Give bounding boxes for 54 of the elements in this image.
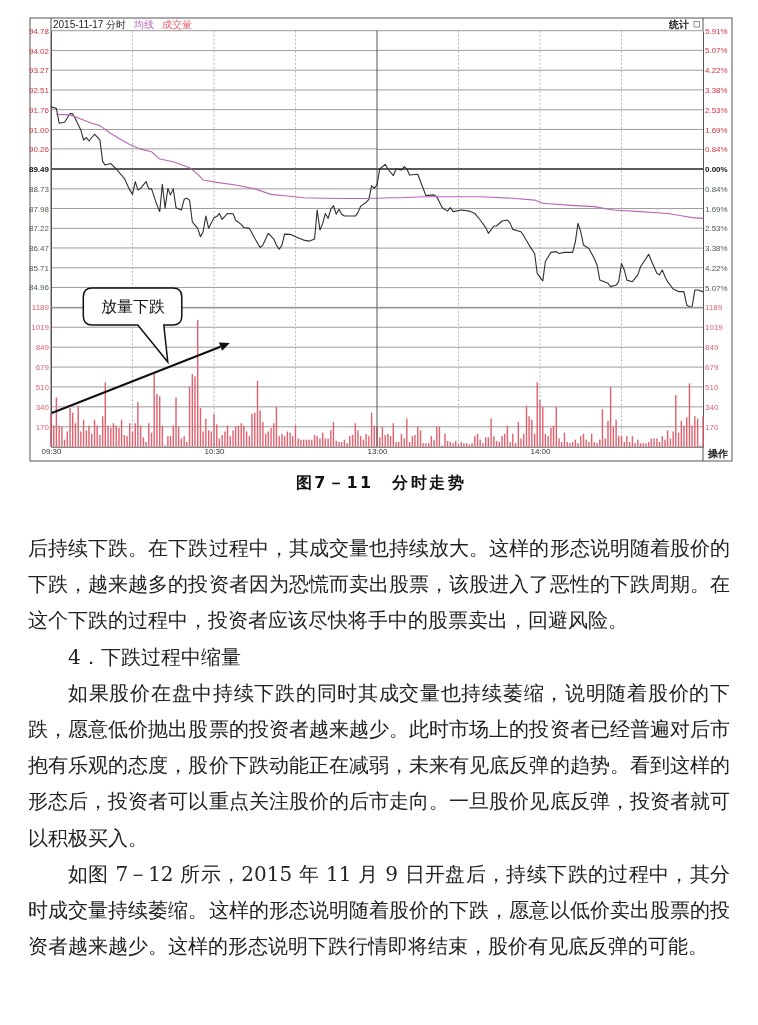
y-tick-label: 85.71 bbox=[28, 263, 50, 273]
text: 4．下跌过程中缩量 bbox=[67, 643, 242, 671]
y-tick-label: 84.96 bbox=[28, 283, 50, 293]
y2-tick-label: 1.69% bbox=[705, 125, 728, 135]
x-tick-label: 14:00 bbox=[530, 447, 552, 457]
y-tick-label: 170 bbox=[705, 422, 719, 432]
y2-tick-label: 4.22% bbox=[705, 66, 728, 76]
y-tick-label: 849 bbox=[705, 343, 719, 353]
x-tick-label: 09:30 bbox=[41, 447, 63, 457]
y-tick-label: 1189 bbox=[705, 303, 723, 313]
y2-tick-label: 1.69% bbox=[705, 204, 728, 214]
y-tick-label: 679 bbox=[705, 363, 719, 373]
y-tick-label: 1019 bbox=[31, 323, 50, 333]
chart-subtitle: 2015-11-17 分时 bbox=[53, 19, 127, 31]
y-tick-label: 90.26 bbox=[28, 144, 50, 154]
x-tick-label: 10:30 bbox=[204, 447, 226, 457]
y2-tick-label: 0.00% bbox=[705, 165, 728, 175]
text: 操作 bbox=[706, 448, 728, 460]
y2-tick-label: 0.84% bbox=[705, 184, 728, 194]
y2-tick-label: 4.22% bbox=[705, 263, 728, 273]
y2-tick-label: 2.53% bbox=[705, 105, 728, 115]
annotation: 放量下跌 bbox=[100, 298, 165, 316]
y-tick-label: 1189 bbox=[31, 303, 50, 313]
y-tick-label: 170 bbox=[35, 422, 50, 432]
y-tick-label: 340 bbox=[35, 402, 50, 412]
y2-tick-label: 5.07% bbox=[705, 46, 728, 56]
y2-tick-label: 3.38% bbox=[705, 85, 728, 95]
y-tick-label: 92.51 bbox=[28, 86, 50, 96]
y-tick-label: 91.76 bbox=[28, 105, 50, 115]
y-tick-label: 1019 bbox=[705, 323, 724, 333]
y-tick-label: 510 bbox=[705, 382, 719, 392]
text: 统计 bbox=[668, 19, 689, 31]
y-tick-label: 94.02 bbox=[28, 46, 50, 56]
y-tick-label: 94.78 bbox=[28, 26, 50, 36]
y-tick-label: 849 bbox=[35, 343, 50, 353]
text: 如图 7－12 所示，2015 年 11 月 9 日开盘后，持续下跌的过程中，其分时成交量持续萎缩。这样的形态说明随着股价的下跌，愿意以低价卖出股票的投资者越来越少。这样的形态说明下跌行情即将结束，股价有见底反弹的可能。 bbox=[28, 860, 730, 961]
text: 后持续下跌。在下跌过程中，其成交量也持续放大。这样的形态说明随着股价的下跌，越来越多的投资者因为恐慌而卖出股票，该股进入了恶性的下跌周期。在这个下跌的过程中，投资者应该尽快将手中的股票卖出，回避风险。 bbox=[28, 535, 730, 635]
y2-tick-label: 5.07% bbox=[705, 283, 728, 293]
text: 如果股价在盘中持续下跌的同时其成交量也持续萎缩，说明随着股价的下跌，愿意低价抛出股票的投资者越来越少。此时市场上的投资者已经普遍对后市抱有乐观的态度，股价下跌动能正在减弱，未来有见底反弹的趋势。看到这样的形态后，投资者可以重点关注股价的后市走向。一旦股价见底反弹，投资者就可以积极买入。 bbox=[28, 679, 730, 852]
y-tick-label: 93.27 bbox=[28, 66, 50, 76]
y-tick-label: 340 bbox=[705, 402, 719, 412]
y-tick-label: 91.00 bbox=[28, 125, 50, 135]
text: 均线 bbox=[133, 19, 155, 31]
y-tick-label: 87.22 bbox=[28, 224, 50, 234]
y2-tick-label: 2.53% bbox=[705, 224, 728, 234]
text: 图7－11 分时走势 bbox=[295, 473, 467, 492]
y2-tick-label: 5.91% bbox=[705, 26, 728, 36]
y2-tick-label: 3.38% bbox=[705, 244, 728, 254]
y-tick-label: 510 bbox=[35, 382, 50, 392]
x-tick-label: 13:00 bbox=[367, 447, 389, 457]
text: 成交量 bbox=[162, 19, 193, 31]
y2-tick-label: 0.84% bbox=[705, 145, 728, 155]
y-tick-label: 89.49 bbox=[28, 165, 50, 175]
y-tick-label: 679 bbox=[35, 363, 50, 373]
